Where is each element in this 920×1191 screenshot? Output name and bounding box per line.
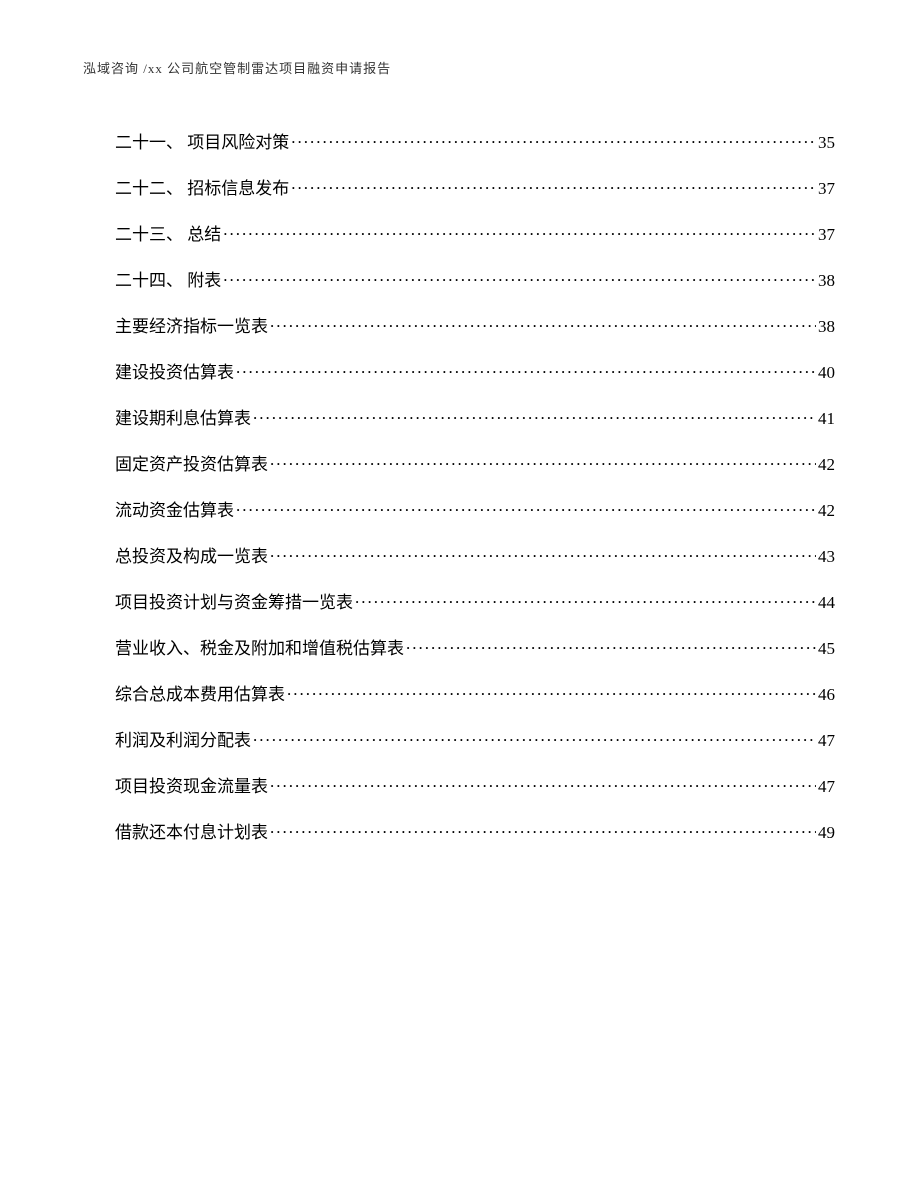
- toc-page: 42: [818, 501, 835, 521]
- toc-page: 46: [818, 685, 835, 705]
- toc-row: 项目投资计划与资金筹措一览表 44: [115, 588, 835, 612]
- toc-page: 38: [818, 271, 835, 291]
- toc-label: 二十一、 项目风险对策: [115, 128, 289, 153]
- toc-dots: [355, 591, 816, 608]
- toc-page: 49: [818, 823, 835, 843]
- toc-container: 二十一、 项目风险对策 35 二十二、 招标信息发布 37 二十三、 总结 37…: [115, 128, 835, 864]
- toc-row: 主要经济指标一览表 38: [115, 312, 835, 336]
- toc-label: 项目投资现金流量表: [115, 772, 268, 797]
- page-header: 泓域咨询 /xx 公司航空管制雷达项目融资申请报告: [83, 58, 391, 77]
- toc-page: 47: [818, 731, 835, 751]
- toc-page: 45: [818, 639, 835, 659]
- toc-row: 借款还本付息计划表 49: [115, 818, 835, 842]
- toc-page: 42: [818, 455, 835, 475]
- toc-page: 37: [818, 225, 835, 245]
- toc-row: 二十四、 附表 38: [115, 266, 835, 290]
- toc-page: 43: [818, 547, 835, 567]
- toc-page: 38: [818, 317, 835, 337]
- toc-label: 建设期利息估算表: [115, 404, 251, 429]
- toc-label: 营业收入、税金及附加和增值税估算表: [115, 634, 404, 659]
- toc-dots: [291, 177, 816, 194]
- toc-label: 借款还本付息计划表: [115, 818, 268, 843]
- toc-dots: [270, 315, 816, 332]
- toc-label: 二十三、 总结: [115, 220, 221, 245]
- toc-dots: [270, 545, 816, 562]
- toc-dots: [223, 223, 816, 240]
- toc-dots: [236, 499, 816, 516]
- toc-dots: [270, 821, 816, 838]
- toc-row: 二十一、 项目风险对策 35: [115, 128, 835, 152]
- header-text: 泓域咨询 /xx 公司航空管制雷达项目融资申请报告: [83, 61, 391, 76]
- toc-dots: [253, 407, 816, 424]
- toc-page: 41: [818, 409, 835, 429]
- toc-label: 主要经济指标一览表: [115, 312, 268, 337]
- toc-row: 利润及利润分配表 47: [115, 726, 835, 750]
- toc-label: 综合总成本费用估算表: [115, 680, 285, 705]
- toc-page: 40: [818, 363, 835, 383]
- toc-page: 47: [818, 777, 835, 797]
- toc-dots: [406, 637, 816, 654]
- toc-row: 项目投资现金流量表 47: [115, 772, 835, 796]
- toc-page: 37: [818, 179, 835, 199]
- toc-dots: [270, 453, 816, 470]
- toc-page: 35: [818, 133, 835, 153]
- toc-row: 建设投资估算表 40: [115, 358, 835, 382]
- toc-page: 44: [818, 593, 835, 613]
- toc-row: 流动资金估算表 42: [115, 496, 835, 520]
- toc-row: 二十三、 总结 37: [115, 220, 835, 244]
- toc-label: 利润及利润分配表: [115, 726, 251, 751]
- toc-row: 二十二、 招标信息发布 37: [115, 174, 835, 198]
- toc-label: 二十四、 附表: [115, 266, 221, 291]
- toc-dots: [270, 775, 816, 792]
- toc-label: 总投资及构成一览表: [115, 542, 268, 567]
- toc-label: 流动资金估算表: [115, 496, 234, 521]
- toc-dots: [236, 361, 816, 378]
- toc-label: 建设投资估算表: [115, 358, 234, 383]
- toc-label: 二十二、 招标信息发布: [115, 174, 289, 199]
- toc-dots: [287, 683, 816, 700]
- toc-row: 总投资及构成一览表 43: [115, 542, 835, 566]
- toc-row: 营业收入、税金及附加和增值税估算表 45: [115, 634, 835, 658]
- toc-label: 项目投资计划与资金筹措一览表: [115, 588, 353, 613]
- toc-dots: [223, 269, 816, 286]
- toc-row: 建设期利息估算表 41: [115, 404, 835, 428]
- toc-dots: [291, 131, 816, 148]
- toc-row: 固定资产投资估算表 42: [115, 450, 835, 474]
- toc-row: 综合总成本费用估算表 46: [115, 680, 835, 704]
- toc-dots: [253, 729, 816, 746]
- toc-label: 固定资产投资估算表: [115, 450, 268, 475]
